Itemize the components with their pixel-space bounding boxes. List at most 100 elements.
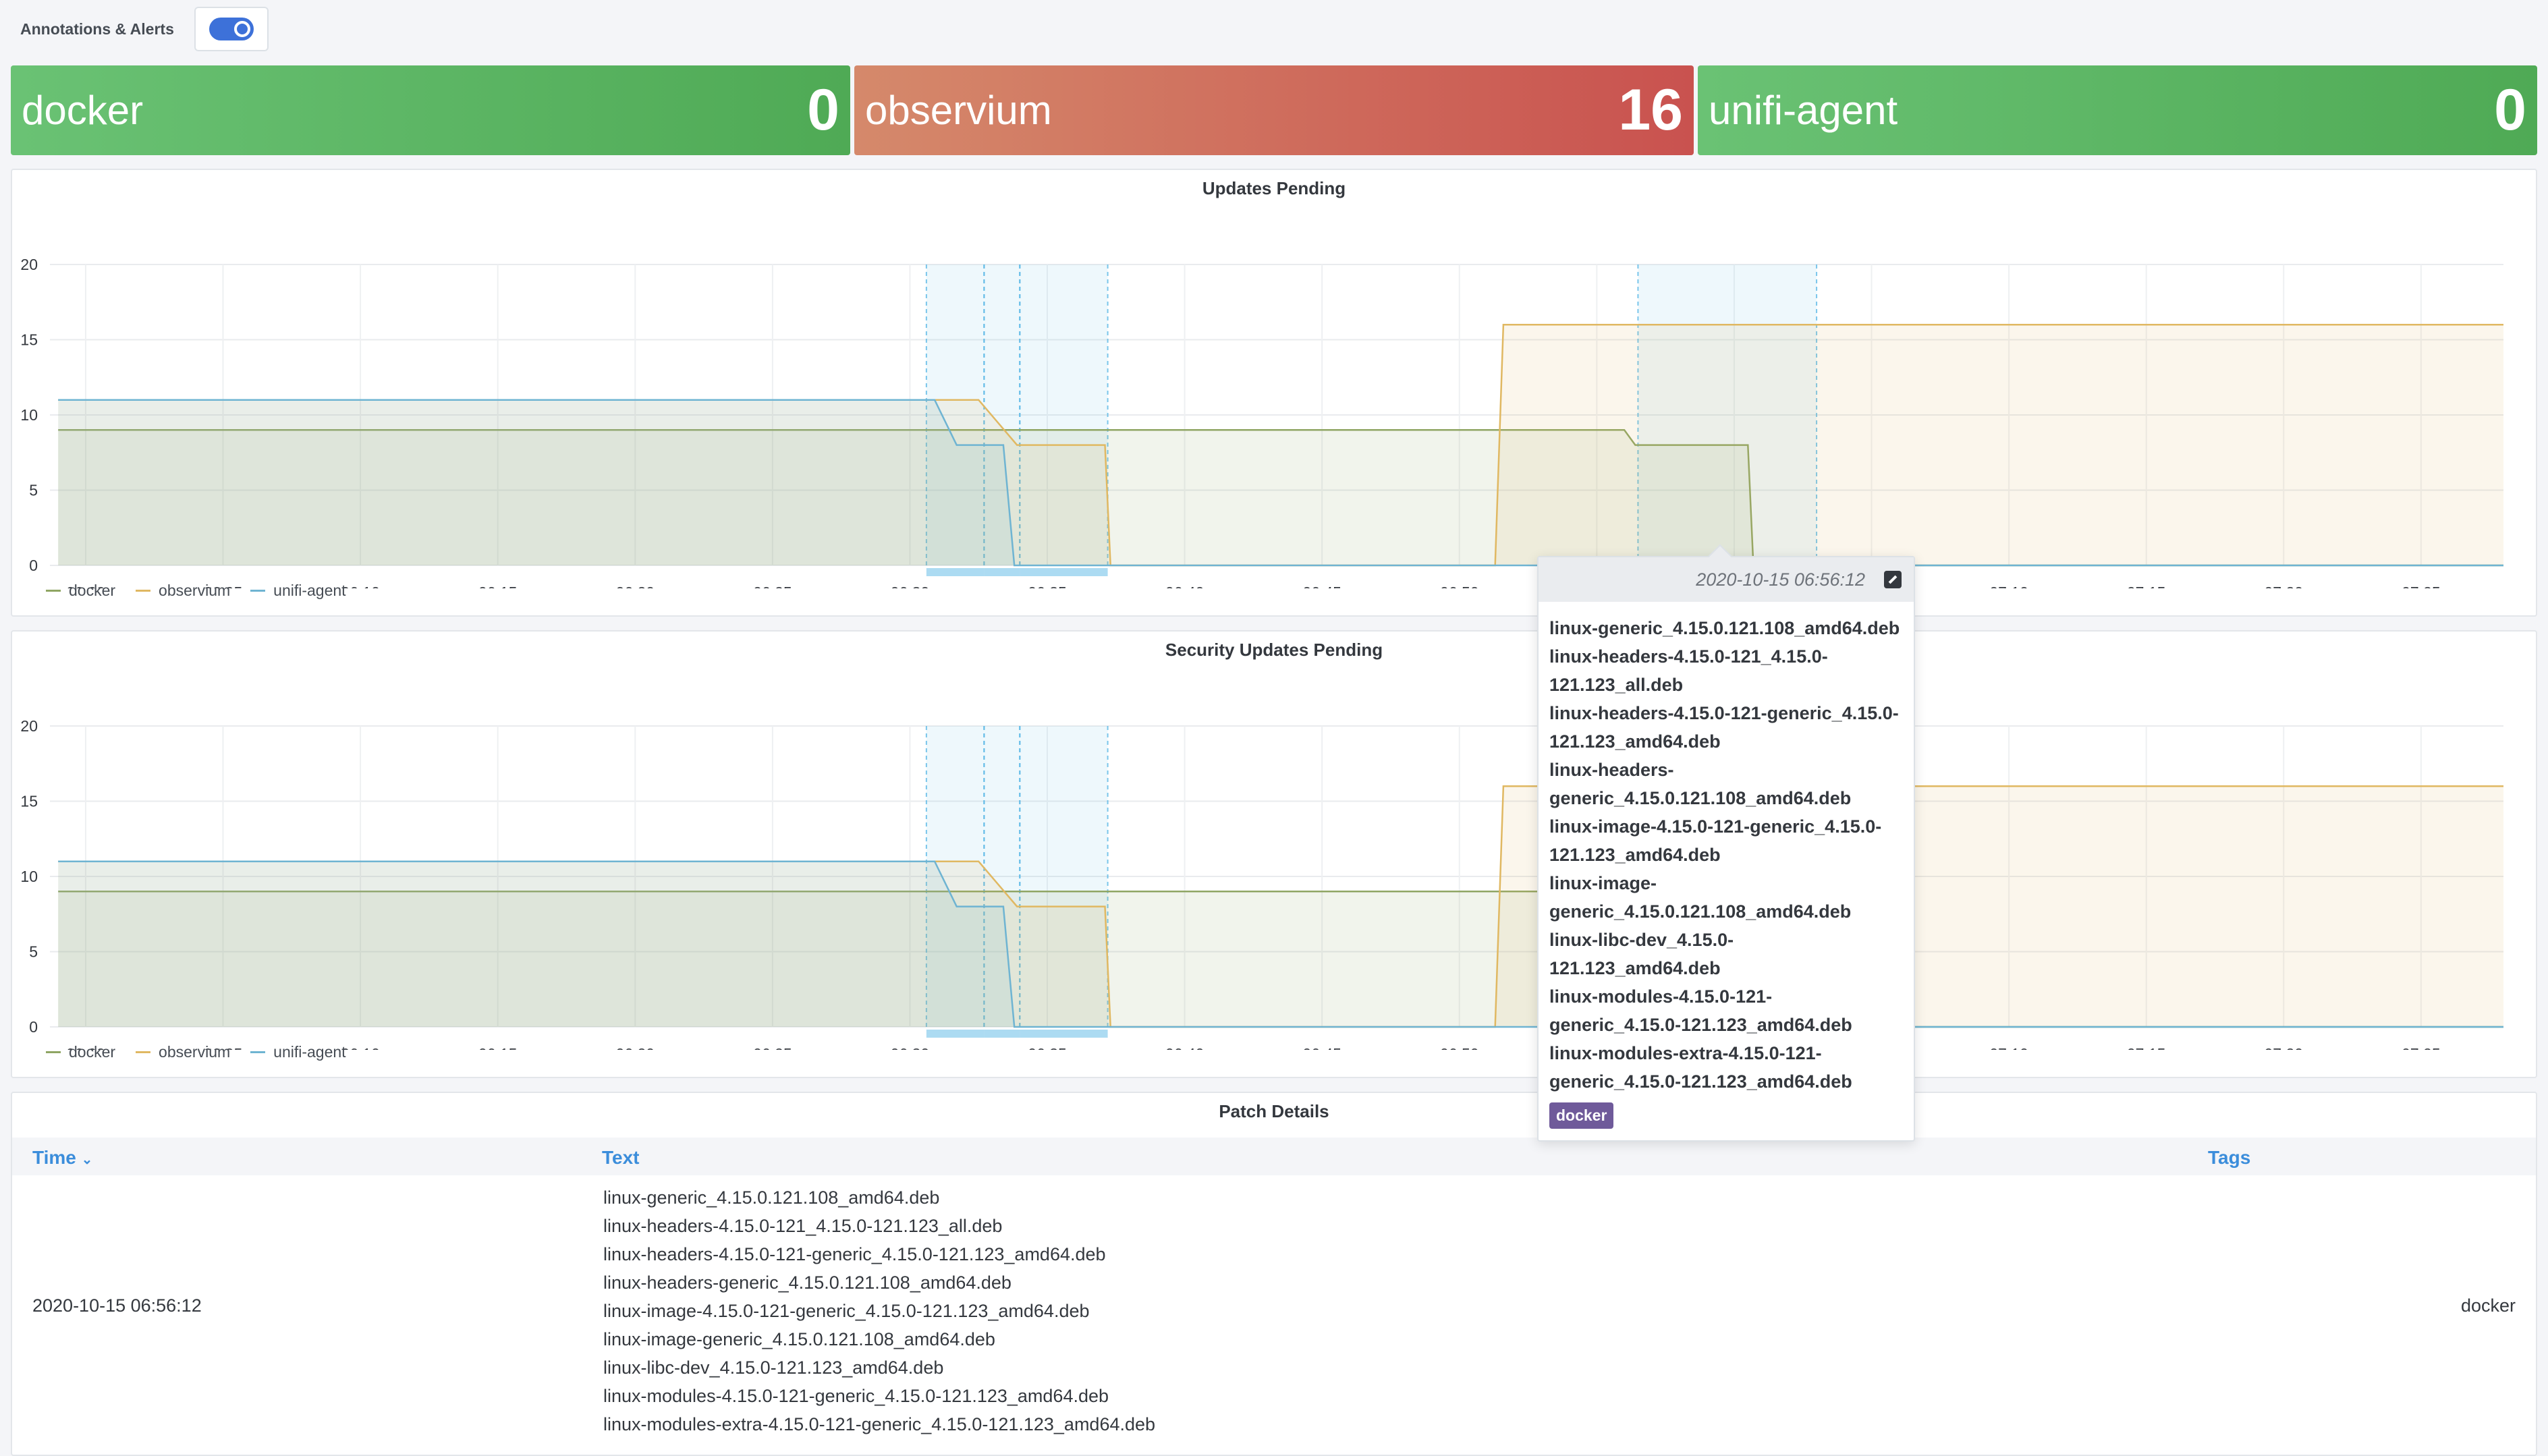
- annotation-region[interactable]: [1020, 264, 1108, 565]
- y-tick-label: 20: [20, 256, 38, 273]
- stat-name: unifi-agent: [1709, 88, 1898, 133]
- legend-item-observium[interactable]: observium: [136, 1043, 230, 1061]
- edit-icon[interactable]: [1884, 571, 1902, 588]
- x-tick-label: 06:45: [1302, 1045, 1341, 1050]
- legend-item-observium[interactable]: observium: [136, 582, 230, 600]
- text-line: linux-image-4.15.0-121-generic_4.15.0-12…: [603, 1301, 1090, 1321]
- tooltip-line: generic_4.15.0.121.108_amd64.deb: [1549, 901, 1852, 922]
- annotation-region[interactable]: [984, 726, 1020, 1027]
- tooltip-line: generic_4.15.0-121.123_amd64.deb: [1549, 1071, 1852, 1092]
- stat-name: observium: [865, 88, 1052, 133]
- annotation-marker[interactable]: [1020, 1030, 1108, 1038]
- legend-swatch: [136, 590, 151, 592]
- panel-title[interactable]: Security Updates Pending: [1165, 640, 1383, 660]
- tooltip-line: linux-headers-4.15.0-121-generic_4.15.0-: [1549, 703, 1899, 723]
- annotation-region[interactable]: [1020, 726, 1108, 1027]
- annotations-toggle-container[interactable]: [194, 7, 269, 51]
- panel-title[interactable]: Updates Pending: [1202, 178, 1346, 198]
- x-tick-label: 06:40: [1165, 1045, 1204, 1050]
- stat-value: 0: [2494, 78, 2526, 142]
- column-header-tags[interactable]: Tags: [2208, 1147, 2251, 1168]
- y-tick-label: 20: [20, 717, 38, 735]
- toggle-knob: [233, 21, 250, 37]
- tooltip-header: 2020-10-15 06:56:12: [1539, 557, 1914, 602]
- legend-swatch: [46, 590, 61, 592]
- x-tick-label: 06:35: [1028, 1045, 1067, 1050]
- annotation-region[interactable]: [1638, 264, 1817, 565]
- chart-legend: docker observium unifi-agent: [46, 582, 346, 600]
- stat-panel-observium[interactable]: observium 16: [854, 65, 1694, 155]
- annotation-region[interactable]: [926, 264, 985, 565]
- x-tick-label: 06:05: [204, 584, 243, 588]
- legend-item-unifi-agent[interactable]: unifi-agent: [250, 1043, 346, 1061]
- tooltip-line: generic_4.15.0-121.123_amd64.deb: [1549, 1015, 1852, 1035]
- stat-panel-docker[interactable]: docker 0: [11, 65, 850, 155]
- legend-item-unifi-agent[interactable]: unifi-agent: [250, 582, 346, 600]
- x-tick-label: 06:15: [478, 1045, 518, 1050]
- series-line-observium[interactable]: [58, 323, 2503, 567]
- y-tick-label: 10: [20, 406, 38, 424]
- series-area-docker: [58, 430, 2504, 565]
- legend-swatch: [250, 1051, 266, 1053]
- legend-swatch: [250, 590, 266, 592]
- x-tick-label: 07:20: [2264, 584, 2303, 588]
- x-tick-label: 06:20: [615, 1045, 655, 1050]
- tooltip-line: 121.123_amd64.deb: [1549, 845, 1721, 865]
- series-area-unifi-agent: [58, 861, 2504, 1027]
- annotation-region[interactable]: [926, 726, 985, 1027]
- x-tick-label: 07:10: [1989, 584, 2028, 588]
- legend-label: observium: [159, 582, 231, 599]
- table-header: Time ⌄ Text Tags: [12, 1138, 2536, 1175]
- annotation-marker[interactable]: [1020, 568, 1108, 576]
- annotation-marker[interactable]: [984, 568, 1020, 576]
- annotation-region[interactable]: [984, 264, 1020, 565]
- x-tick-label: 06:10: [341, 584, 380, 588]
- chart-panel-security-updates-pending: Security Updates Pending 0 5 10 15 20 06:00 06…: [11, 630, 2537, 1078]
- column-header-text[interactable]: Text: [602, 1147, 640, 1168]
- series-line-unifi-agent[interactable]: [58, 399, 2503, 567]
- legend-item-docker[interactable]: docker: [46, 1043, 115, 1061]
- y-tick-label: 0: [29, 1018, 38, 1036]
- row-text: linux-generic_4.15.0.121.108_amd64.deb l…: [603, 1183, 1155, 1438]
- tooltip-line: linux-headers-: [1549, 760, 1674, 780]
- annotation-marker[interactable]: [926, 1030, 985, 1038]
- text-line: linux-headers-4.15.0-121-generic_4.15.0-…: [603, 1244, 1106, 1264]
- tooltip-line: linux-headers-4.15.0-121_4.15.0-: [1549, 646, 1828, 667]
- series-area-observium: [58, 325, 2504, 565]
- legend-label: unifi-agent: [273, 582, 346, 599]
- x-tick-label: 06:30: [891, 584, 930, 588]
- tooltip-tag[interactable]: docker: [1549, 1102, 1614, 1129]
- column-header-time[interactable]: Time ⌄: [32, 1147, 92, 1169]
- tooltip-line: linux-modules-4.15.0-121-: [1549, 986, 1773, 1007]
- x-tick-label: 07:20: [2264, 1045, 2303, 1050]
- stat-value: 16: [1618, 78, 1683, 142]
- x-tick-label: 07:15: [2127, 584, 2166, 588]
- x-tick-label: 06:25: [753, 1045, 792, 1050]
- series-line-observium[interactable]: [58, 785, 2503, 1028]
- series-line-unifi-agent[interactable]: [58, 860, 2503, 1028]
- panel-title[interactable]: Patch Details: [1219, 1101, 1329, 1121]
- annotations-toggle-switch[interactable]: [209, 18, 254, 40]
- x-tick-label: 06:00: [66, 584, 105, 588]
- security-updates-pending-chart[interactable]: 0 5 10 15 20 06:00 06:05 06:10 06:15 06:20 06:25 06…: [12, 672, 2536, 1050]
- x-tick-label: 06:00: [66, 1045, 105, 1050]
- stat-panel-unifi-agent[interactable]: unifi-agent 0: [1698, 65, 2537, 155]
- tooltip-timestamp: 2020-10-15 06:56:12: [1696, 569, 1865, 590]
- chart-panel-updates-pending: Updates Pending 0510152006:0006:0506:100…: [11, 169, 2537, 617]
- updates-pending-chart[interactable]: 0 5 10 15 20 06:00 06:05 06:10 06:15 06:20 06:25 06…: [12, 211, 2536, 588]
- x-tick-label: 06:50: [1440, 584, 1479, 588]
- column-header-label: Time: [32, 1147, 76, 1168]
- y-tick-label: 5: [29, 482, 38, 499]
- tooltip-line: linux-image-: [1549, 873, 1657, 893]
- y-tick-label: 10: [20, 868, 38, 885]
- legend-item-docker[interactable]: docker: [46, 582, 115, 600]
- x-tick-label: 07:25: [2402, 1045, 2441, 1050]
- annotation-marker[interactable]: [984, 1030, 1020, 1038]
- dashboard-toolbar: Annotations & Alerts: [0, 0, 2548, 58]
- text-line: linux-modules-4.15.0-121-generic_4.15.0-…: [603, 1386, 1109, 1406]
- text-line: linux-libc-dev_4.15.0-121.123_amd64.deb: [603, 1357, 944, 1378]
- x-tick-label: 06:25: [753, 584, 792, 588]
- x-tick-label: 06:05: [204, 1045, 243, 1050]
- text-line: linux-generic_4.15.0.121.108_amd64.deb: [603, 1187, 940, 1208]
- annotation-marker[interactable]: [926, 568, 985, 576]
